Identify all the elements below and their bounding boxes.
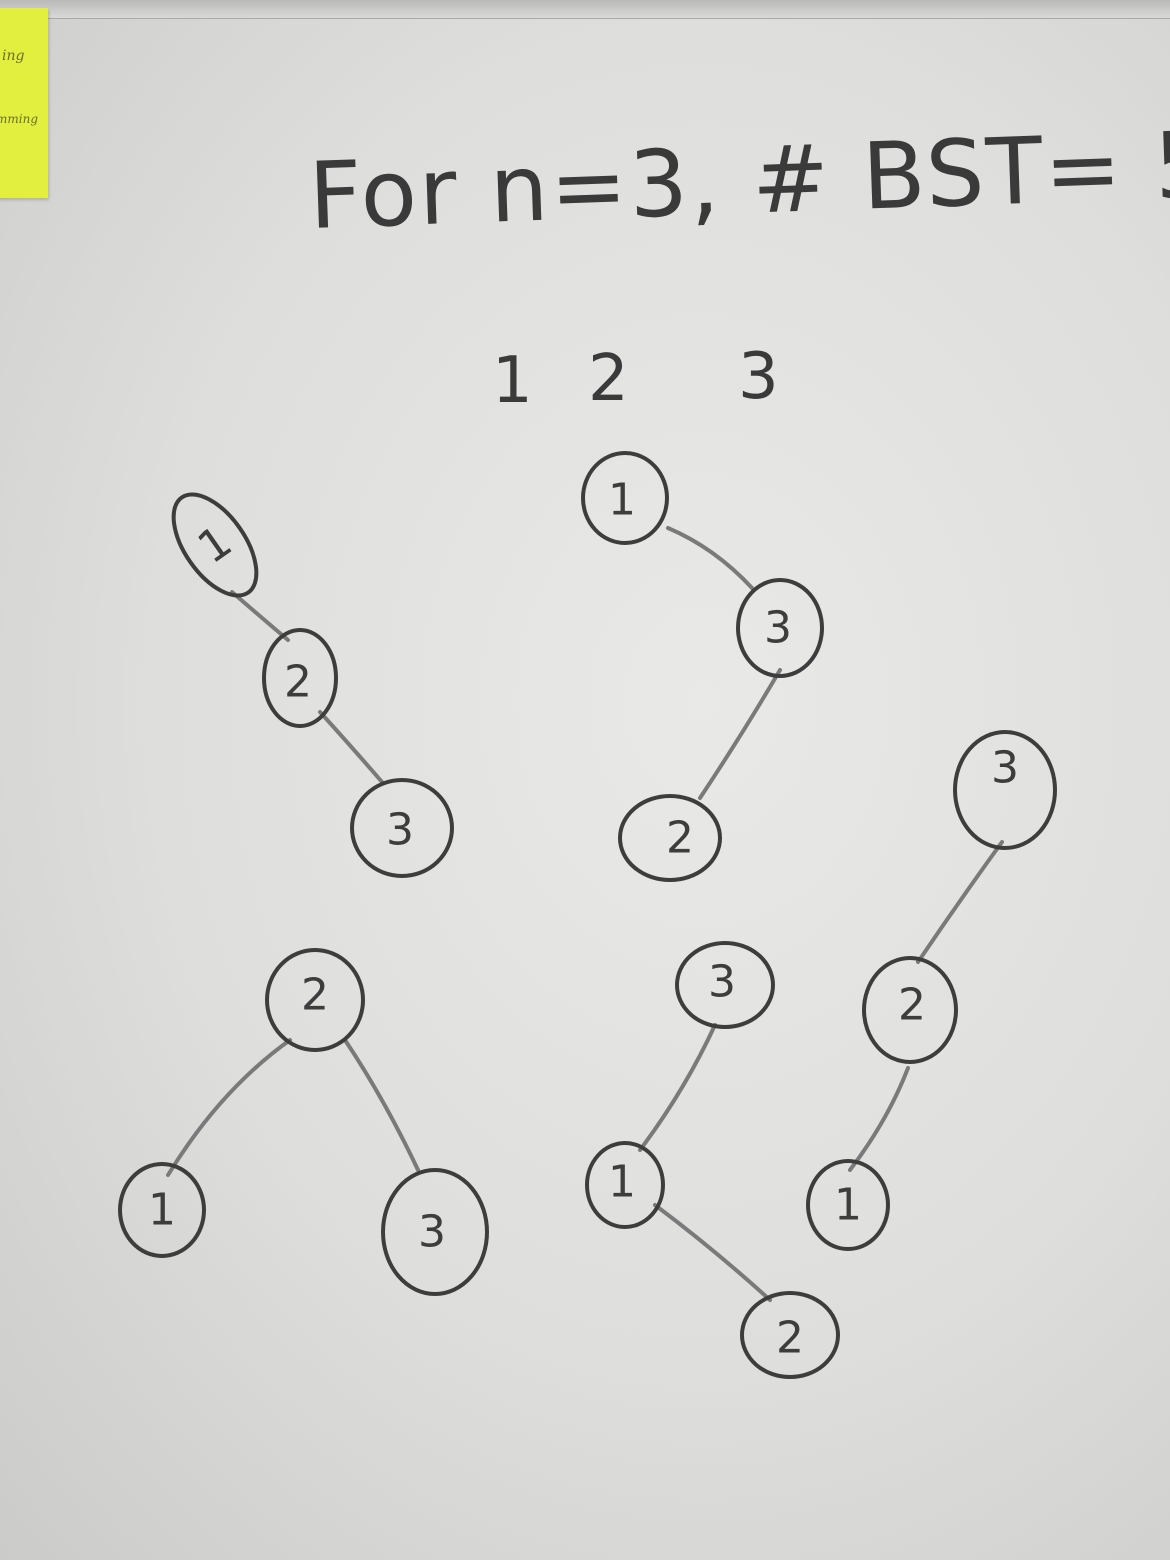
number-sequence: 1 2 3	[492, 340, 779, 418]
tree-5-edge-1-2	[653, 1203, 772, 1302]
svg-text:3: 3	[764, 603, 792, 654]
svg-text:1: 1	[608, 1157, 636, 1208]
tree-4-node-2: 2	[265, 948, 365, 1052]
tree-2-node-2: 2	[618, 794, 722, 882]
tree-2-edge-3-2	[698, 668, 782, 800]
svg-text:2: 2	[301, 970, 329, 1021]
tree-4-edge-2-3	[343, 1038, 420, 1172]
tree-5-node-2: 2	[740, 1291, 840, 1379]
tree-5-node-1: 1	[585, 1141, 665, 1229]
tree-nodes: 1 2 3 1 3 2	[118, 451, 1057, 1379]
sticky-note-text-2: mming	[0, 112, 39, 126]
tree-3-node-3: 3	[953, 730, 1057, 850]
tree-4-node-1: 1	[118, 1162, 206, 1258]
svg-text:3: 3	[386, 805, 414, 856]
tree-3-node-1: 1	[806, 1159, 890, 1251]
sticky-note: ing mming	[0, 8, 48, 198]
tree-1-edge-2-3	[318, 710, 384, 784]
tree-4-edge-2-1	[166, 1038, 292, 1177]
tree-4-node-3: 3	[381, 1168, 489, 1296]
svg-text:2: 2	[666, 813, 694, 864]
svg-text:1: 1	[608, 475, 636, 526]
svg-text:2: 2	[776, 1313, 804, 1364]
tree-3-edge-2-1	[848, 1066, 910, 1172]
sequence-number-2: 2	[588, 342, 629, 416]
svg-text:3: 3	[708, 957, 736, 1008]
sequence-number-1: 1	[492, 344, 533, 418]
svg-text:2: 2	[898, 980, 926, 1031]
tree-2-node-1: 1	[581, 451, 669, 545]
tree-2-node-3: 3	[736, 578, 824, 678]
svg-text:3: 3	[991, 743, 1019, 794]
svg-text:1: 1	[189, 516, 241, 574]
tree-1-edge-1-2	[230, 590, 290, 642]
svg-text:1: 1	[148, 1185, 176, 1236]
tree-2-edge-1-3	[666, 526, 754, 590]
board-title: For n=3, # BST= 5	[307, 111, 1170, 250]
tree-3-node-2: 2	[862, 956, 958, 1064]
tree-5-edge-3-1	[638, 1023, 717, 1152]
svg-text:1: 1	[834, 1180, 862, 1231]
tree-3-edge-3-2	[916, 840, 1004, 964]
svg-text:2: 2	[284, 657, 312, 708]
tree-1-node-2: 2	[262, 628, 338, 728]
whiteboard-frame	[0, 0, 1170, 19]
sticky-note-text-1: ing	[2, 48, 25, 64]
svg-text:3: 3	[418, 1207, 446, 1258]
tree-edges	[166, 526, 1004, 1302]
sequence-number-3: 3	[738, 340, 779, 414]
tree-5-node-3: 3	[675, 941, 775, 1029]
tree-1-node-1: 1	[171, 492, 259, 598]
tree-1-node-3: 3	[350, 778, 454, 878]
